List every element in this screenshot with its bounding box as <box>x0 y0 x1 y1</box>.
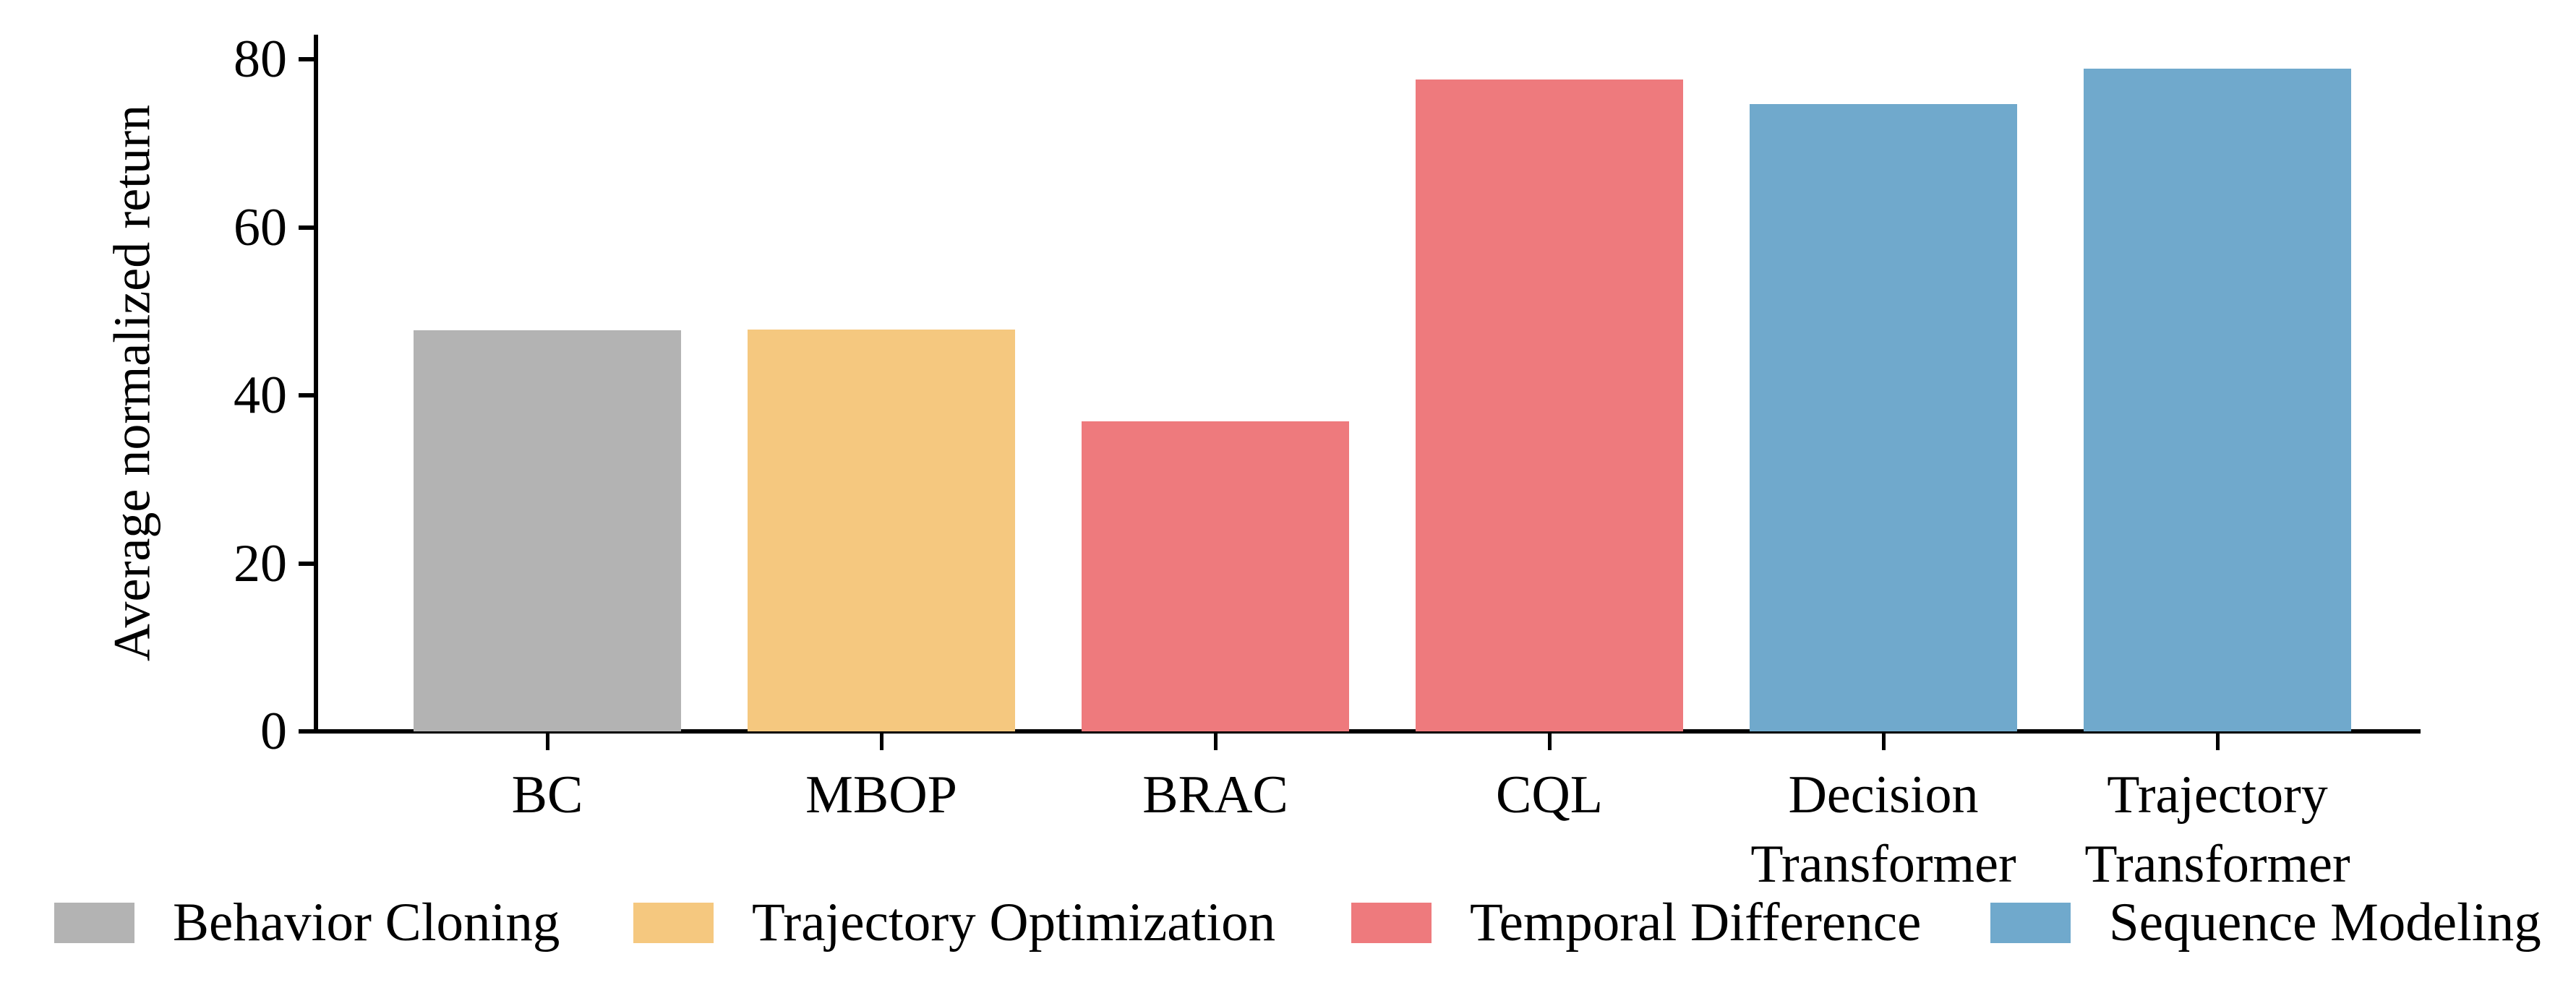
bar-brac <box>1082 421 1349 731</box>
x-tick-label-trajectory-transformer: Trajectory Transformer <box>2084 765 2350 894</box>
y-tick-label-0: 0 <box>260 702 287 761</box>
legend-label-sequence-modeling: Sequence Modeling <box>2109 893 2541 953</box>
x-tick-mark-bc <box>546 731 549 750</box>
legend-swatch-temporal-difference <box>1351 903 1432 943</box>
x-tick-label-decision-transformer: Decision Transformer <box>1750 765 2016 894</box>
x-tick-mark-cql <box>1548 731 1552 750</box>
y-tick-mark-80 <box>299 57 316 61</box>
y-tick-label-80: 80 <box>234 30 287 89</box>
y-tick-label-60: 60 <box>234 197 287 257</box>
x-tick-mark-brac <box>1214 731 1218 750</box>
x-tick-label-cql: CQL <box>1496 765 1603 825</box>
y-axis-spine <box>314 35 318 734</box>
legend-label-behavior-cloning: Behavior Cloning <box>173 893 560 953</box>
y-tick-mark-20 <box>299 561 316 566</box>
bar-mbop <box>748 330 1015 731</box>
y-tick-mark-0 <box>299 729 316 734</box>
x-tick-label-mbop: MBOP <box>805 765 957 825</box>
legend-swatch-trajectory-optimization <box>633 903 714 943</box>
bar-cql <box>1416 79 1683 731</box>
bar-decision-transformer <box>1750 103 2017 731</box>
x-tick-label-brac: BRAC <box>1142 765 1288 825</box>
x-axis-spine <box>314 729 2421 734</box>
legend-label-temporal-difference: Temporal Difference <box>1470 893 1922 953</box>
y-tick-mark-60 <box>299 225 316 230</box>
y-tick-label-40: 40 <box>234 366 287 425</box>
y-tick-mark-40 <box>299 393 316 397</box>
legend-swatch-sequence-modeling <box>1990 903 2071 943</box>
y-tick-label-20: 20 <box>234 533 287 593</box>
x-tick-mark-decision-transformer <box>1882 731 1886 750</box>
bar-trajectory-transformer <box>2084 68 2351 731</box>
legend-label-trajectory-optimization: Trajectory Optimization <box>752 893 1276 953</box>
legend-swatch-behavior-cloning <box>54 903 134 943</box>
x-tick-mark-trajectory-transformer <box>2216 731 2220 750</box>
x-tick-label-bc: BC <box>511 765 583 825</box>
bar-bc <box>414 330 681 731</box>
x-tick-mark-mbop <box>880 731 883 750</box>
